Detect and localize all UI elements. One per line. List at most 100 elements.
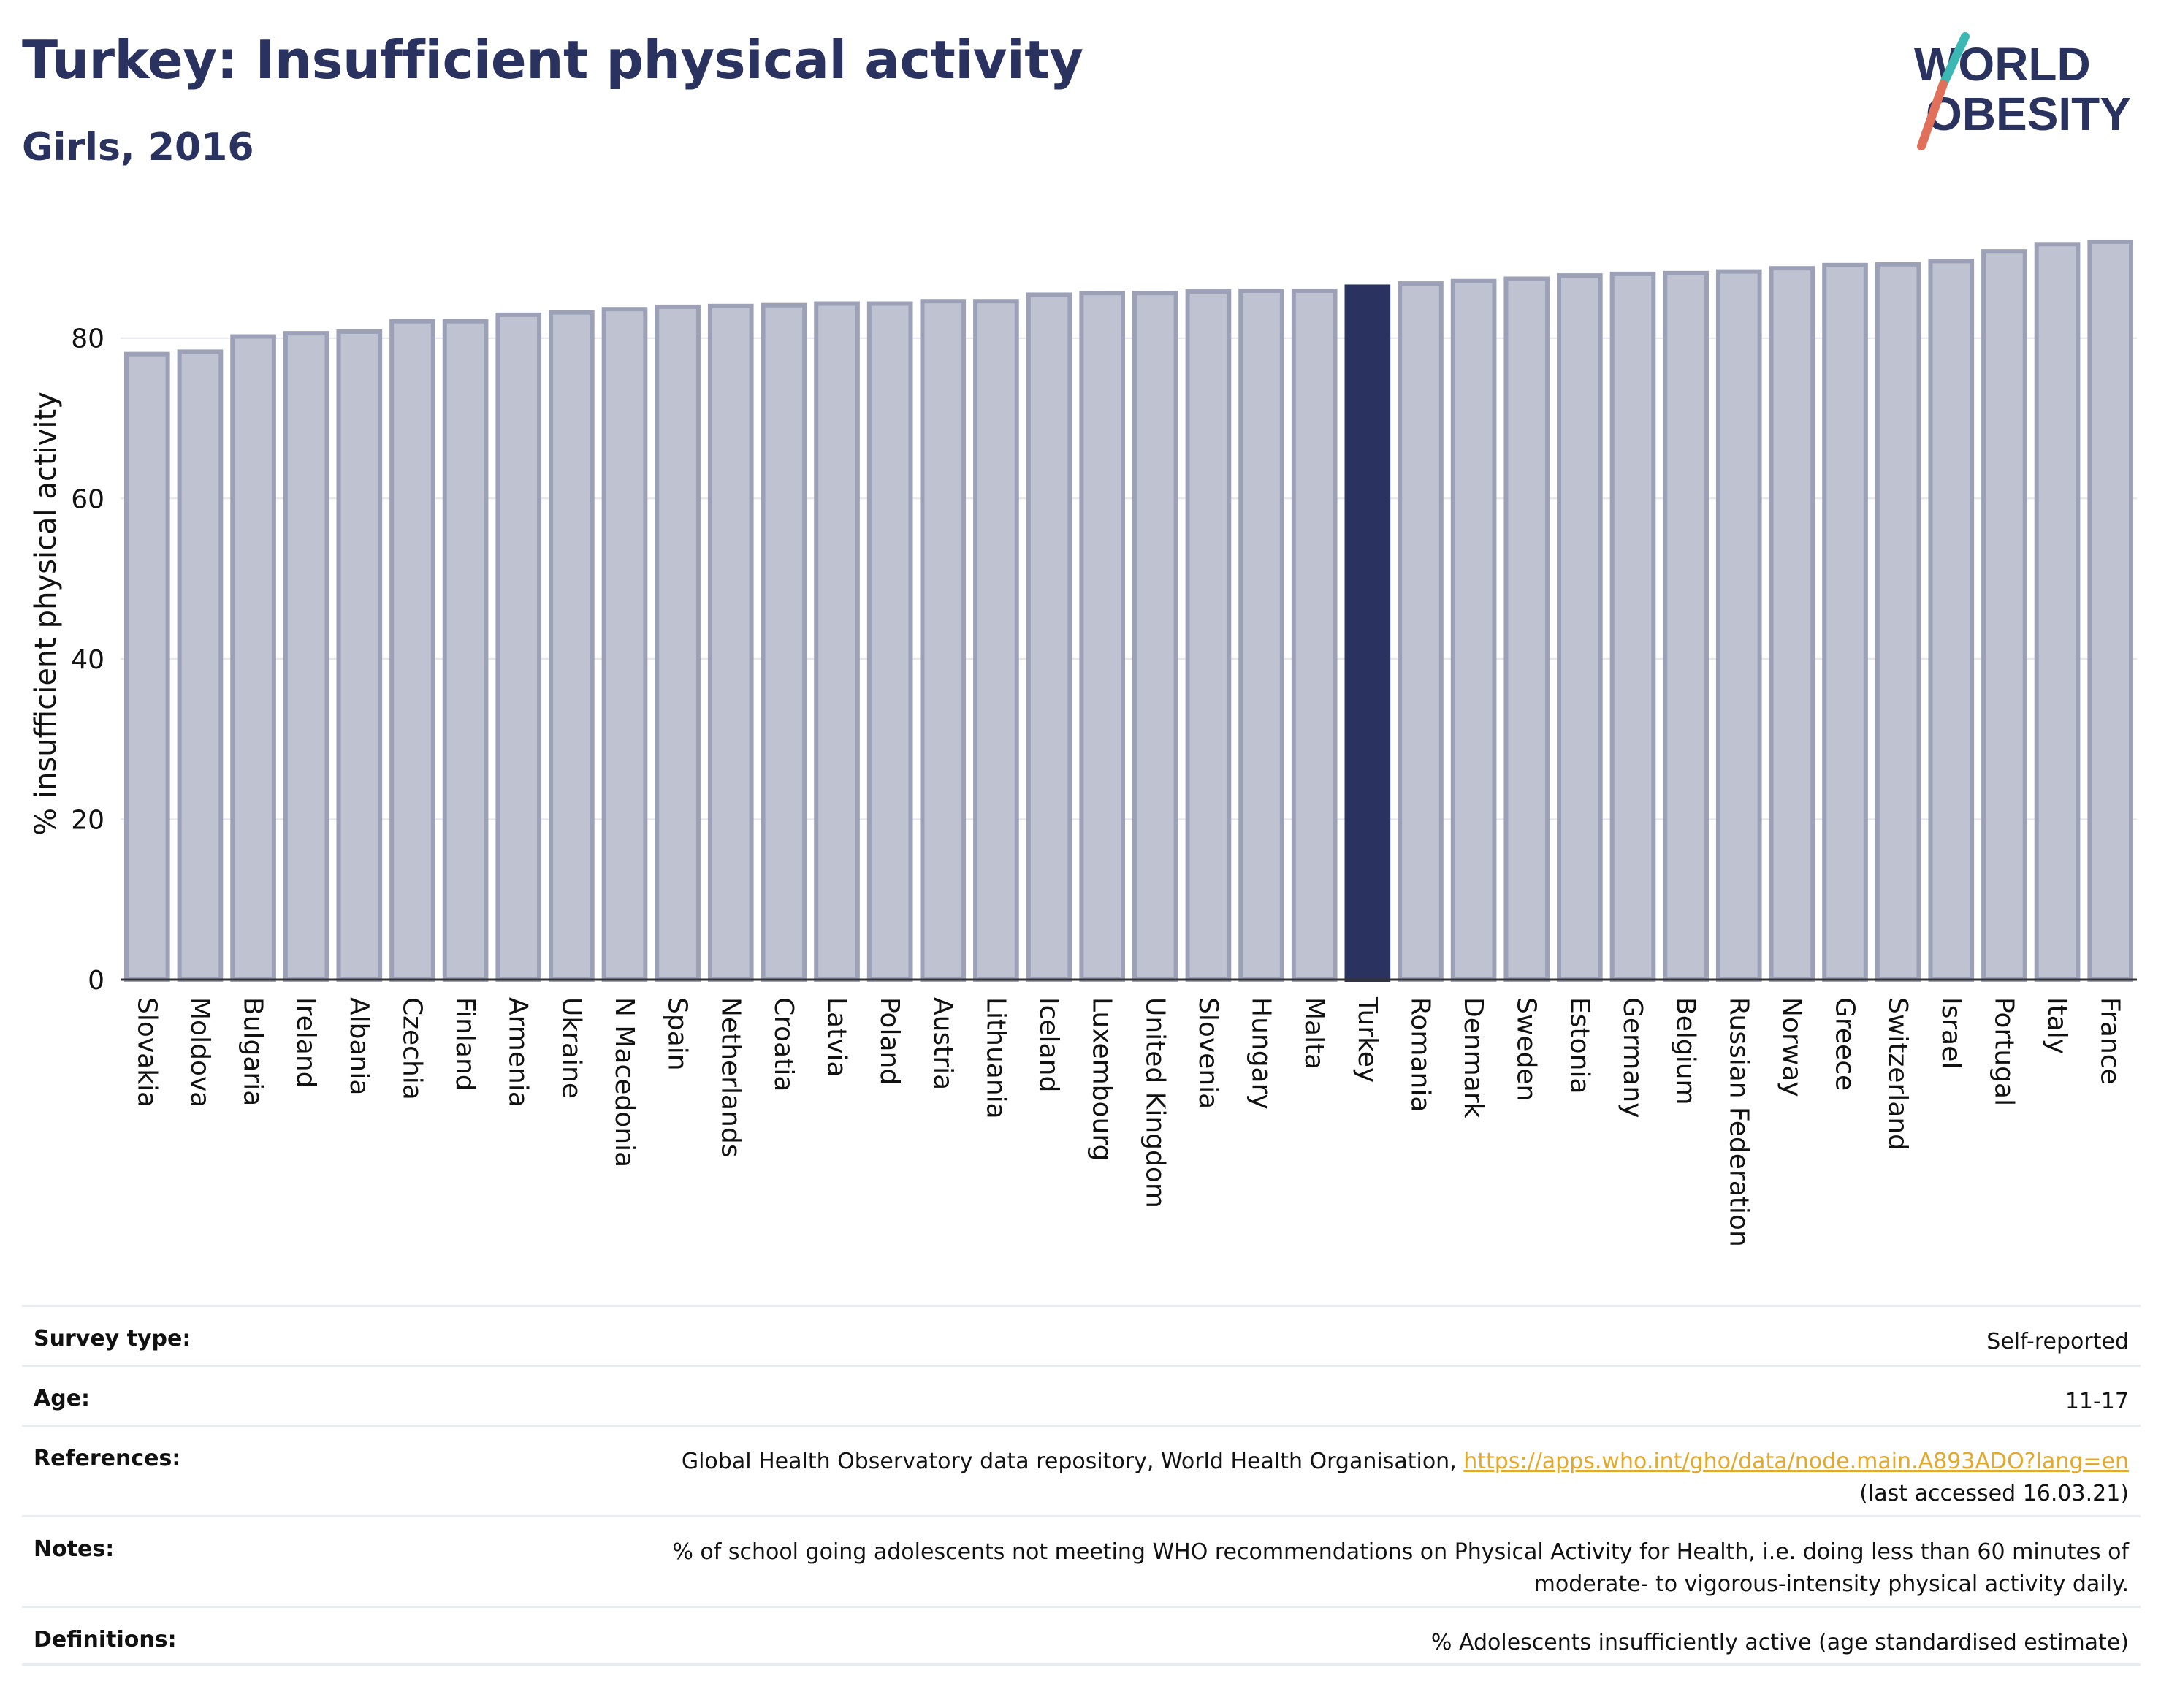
logo-slash-teal bbox=[1939, 32, 1970, 88]
bar-spain bbox=[655, 304, 701, 982]
logo-word-obesity: OBESITY bbox=[1926, 88, 2131, 140]
x-tick-label: Belgium bbox=[1671, 997, 1701, 1105]
bar-slovenia bbox=[1185, 289, 1232, 982]
x-tick-label: United Kingdom bbox=[1140, 997, 1170, 1208]
bar-n-macedonia bbox=[601, 307, 648, 982]
world-obesity-logo: WORLD OBESITY bbox=[1914, 32, 2131, 150]
bar-finland bbox=[442, 319, 489, 982]
x-tick-label: Denmark bbox=[1458, 997, 1488, 1118]
y-tick-label: 60 bbox=[71, 484, 104, 514]
page-title: Turkey: Insufficient physical activity bbox=[22, 29, 1083, 91]
x-tick-label: Poland bbox=[874, 997, 904, 1085]
info-label: Age: bbox=[34, 1386, 91, 1411]
info-value: Self-reported bbox=[1986, 1329, 2129, 1354]
x-tick-label: N Macedonia bbox=[609, 997, 639, 1167]
x-tick-label: Norway bbox=[1777, 997, 1807, 1097]
bar-hungary bbox=[1238, 288, 1284, 982]
info-value: Global Health Observatory data repositor… bbox=[682, 1427, 2129, 1515]
bar-slovakia bbox=[123, 351, 170, 982]
reference-link[interactable]: https://apps.who.int/gho/data/node.main.… bbox=[1463, 1449, 2129, 1474]
reference-accessed: (last accessed 16.03.21) bbox=[1859, 1481, 2129, 1506]
x-axis-labels: Slovakia Moldova Bulgaria Ireland Albania Cze… bbox=[132, 996, 2124, 1247]
info-row-definitions: Definitions: % Adolescents insufficientl… bbox=[22, 1606, 2141, 1666]
x-tick-label: Switzerland bbox=[1883, 997, 1913, 1151]
x-tick-label: Spain bbox=[663, 997, 693, 1071]
x-tick-label: Greece bbox=[1830, 997, 1860, 1091]
bar-ukraine bbox=[549, 310, 595, 982]
bar-romania bbox=[1398, 281, 1444, 983]
x-tick-label: Malta bbox=[1299, 997, 1329, 1070]
y-tick-label: 80 bbox=[71, 324, 104, 354]
x-tick-label: Iceland bbox=[1034, 997, 1064, 1092]
info-value: % Adolescents insufficiently active (age… bbox=[1430, 1630, 2129, 1655]
info-label: Definitions: bbox=[34, 1627, 177, 1652]
reference-text: Global Health Observatory data repositor… bbox=[681, 1449, 1464, 1474]
x-tick-label: Sweden bbox=[1512, 997, 1541, 1101]
bar-luxembourg bbox=[1079, 291, 1126, 983]
y-tick-label: 40 bbox=[71, 645, 104, 675]
bar-switzerland bbox=[1875, 262, 1921, 983]
bar-ireland bbox=[283, 331, 329, 982]
info-label: Survey type: bbox=[34, 1326, 191, 1351]
x-tick-label: Croatia bbox=[769, 997, 799, 1091]
bar-sweden bbox=[1503, 276, 1550, 983]
x-tick-label: Russian Federation bbox=[1723, 997, 1753, 1247]
bar-chart: 0 20 40 60 80 Slovakia Moldova Bulgaria Ireland… bbox=[29, 239, 2137, 1247]
bar-iceland bbox=[1026, 292, 1072, 982]
x-tick-label: Bulgaria bbox=[238, 997, 268, 1106]
x-tick-label: Romania bbox=[1405, 997, 1435, 1112]
x-tick-label: Hungary bbox=[1246, 997, 1276, 1110]
bar-israel bbox=[1928, 259, 1975, 982]
x-tick-label: Lithuania bbox=[980, 997, 1010, 1119]
x-tick-label: Ireland bbox=[291, 997, 321, 1089]
info-row-age: Age: 11-17 bbox=[22, 1365, 2141, 1425]
bar-croatia bbox=[761, 302, 807, 982]
y-axis-label: % insufficient physical activity bbox=[29, 392, 63, 836]
x-tick-label: Armenia bbox=[503, 997, 533, 1107]
bar-malta bbox=[1291, 288, 1338, 982]
x-tick-label: Finland bbox=[450, 997, 480, 1091]
bar-italy bbox=[2034, 242, 2081, 982]
x-tick-label: France bbox=[2095, 997, 2125, 1085]
info-row-references: References: Global Health Observatory da… bbox=[22, 1425, 2141, 1515]
info-value: % of school going adolescents not meetin… bbox=[672, 1517, 2129, 1606]
y-tick-label: 20 bbox=[71, 805, 104, 835]
x-tick-label: Israel bbox=[1936, 997, 1966, 1069]
bar-bulgaria bbox=[230, 334, 276, 982]
logo-slash-red bbox=[1917, 80, 1948, 150]
x-tick-label: Italy bbox=[2042, 997, 2072, 1054]
bar-netherlands bbox=[707, 303, 754, 982]
x-tick-label: Estonia bbox=[1564, 997, 1594, 1094]
bar-germany bbox=[1609, 271, 1656, 983]
y-axis-ticks: 0 20 40 60 80 bbox=[71, 324, 104, 996]
bar-france bbox=[2087, 239, 2134, 982]
bars bbox=[123, 239, 2134, 983]
info-table: Survey type: Self-reported Age: 11-17 Re… bbox=[22, 1305, 2141, 1666]
x-tick-label: Germany bbox=[1617, 997, 1647, 1118]
info-label: Notes: bbox=[34, 1536, 115, 1562]
bar-russian-federation bbox=[1715, 269, 1762, 982]
bar-denmark bbox=[1450, 278, 1497, 982]
bar-albania bbox=[336, 329, 383, 982]
x-tick-label: Luxembourg bbox=[1087, 997, 1117, 1161]
info-value: 11-17 bbox=[2065, 1389, 2129, 1414]
x-tick-label: Czechia bbox=[397, 997, 427, 1100]
x-tick-label: Moldova bbox=[185, 997, 215, 1107]
bar-norway bbox=[1769, 266, 1815, 982]
bar-turkey bbox=[1344, 284, 1391, 982]
x-tick-label: Latvia bbox=[822, 997, 852, 1078]
page-subtitle: Girls, 2016 bbox=[22, 126, 254, 169]
bar-greece bbox=[1822, 262, 1868, 983]
info-row-notes: Notes: % of school going adolescents not… bbox=[22, 1515, 2141, 1606]
bar-estonia bbox=[1557, 273, 1603, 982]
x-tick-label: Slovenia bbox=[1193, 997, 1223, 1109]
bar-austria bbox=[920, 299, 967, 982]
x-tick-label: Turkey bbox=[1352, 996, 1382, 1083]
bar-portugal bbox=[1981, 249, 2027, 982]
notes-line-1: % of school going adolescents not meetin… bbox=[672, 1539, 2129, 1565]
x-tick-label: Ukraine bbox=[556, 997, 586, 1099]
x-tick-label: Netherlands bbox=[715, 997, 745, 1157]
bar-armenia bbox=[495, 312, 542, 982]
bar-latvia bbox=[814, 301, 860, 983]
x-tick-label: Austria bbox=[928, 997, 958, 1090]
